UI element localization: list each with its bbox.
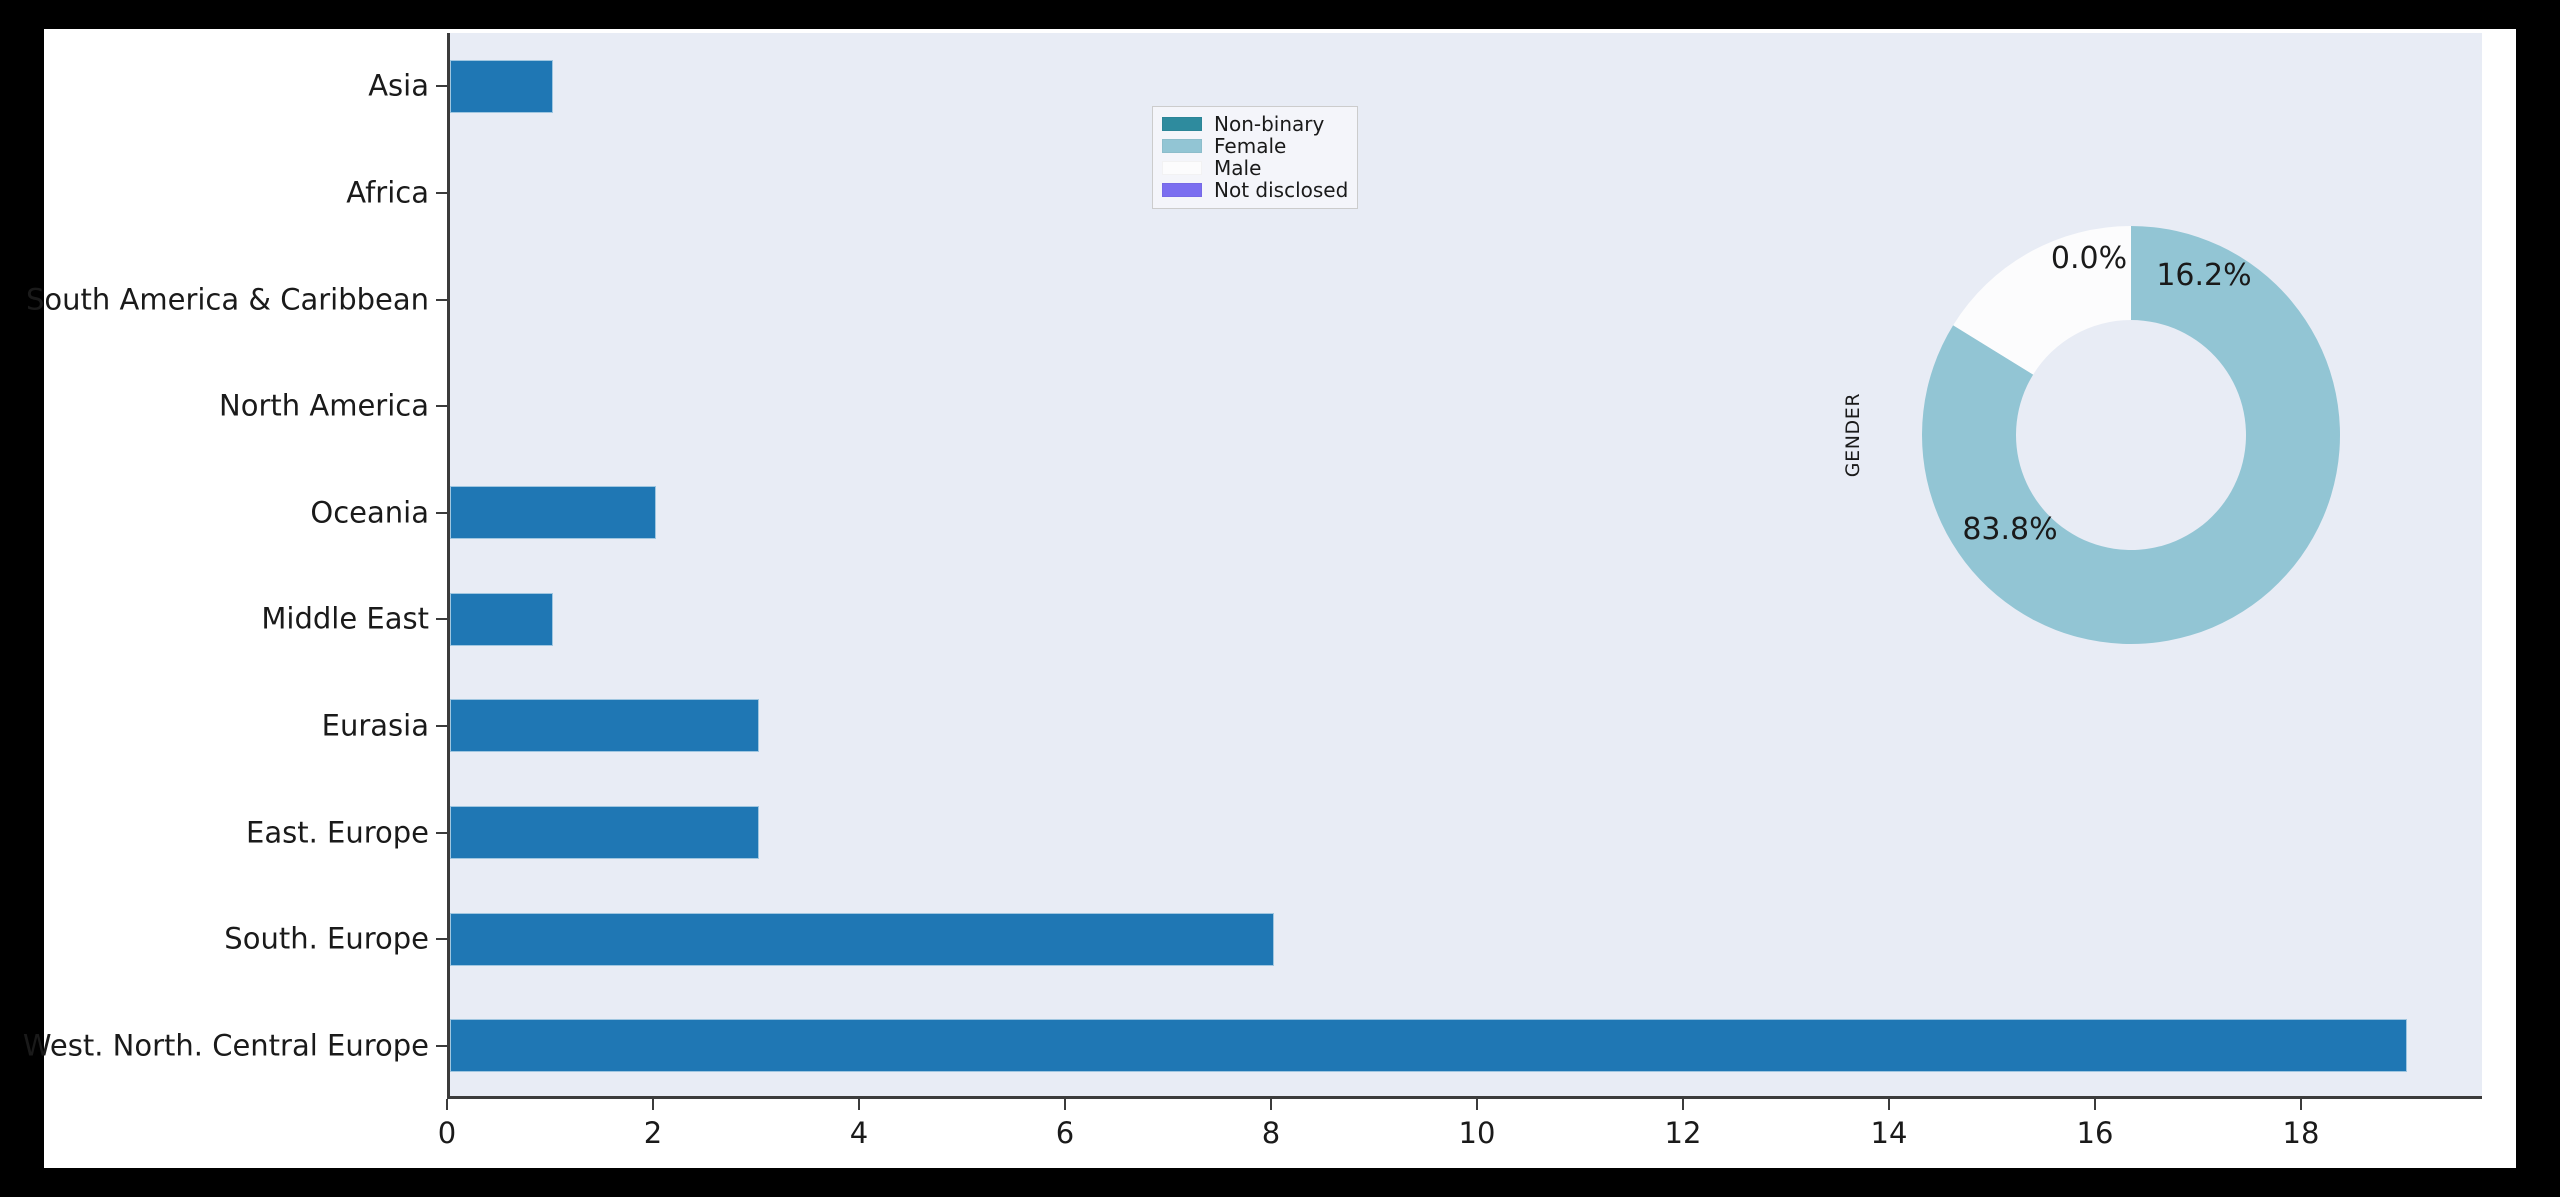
legend-color-swatch — [1162, 139, 1202, 153]
x-axis-tick-label: 0 — [437, 1116, 457, 1150]
x-axis-tick-label: 2 — [643, 1116, 663, 1150]
bar — [450, 699, 759, 753]
y-axis-tick-label: South. Europe — [224, 921, 429, 956]
x-axis-tick-mark — [1682, 1099, 1684, 1110]
bar — [450, 1019, 2407, 1073]
bar — [450, 592, 553, 646]
y-axis-tick-label: Oceania — [310, 495, 429, 530]
x-axis-tick-label: 8 — [1261, 1116, 1281, 1150]
x-axis-tick-mark — [446, 1099, 448, 1110]
bar — [450, 806, 759, 859]
legend-row: Male — [1162, 157, 1348, 179]
y-axis-tick-mark — [436, 831, 447, 834]
x-axis-tick-mark — [1888, 1099, 1890, 1110]
donut-slice — [1922, 226, 2340, 645]
y-axis-tick-label: South America & Caribbean — [26, 282, 429, 316]
legend-label: Not disclosed — [1214, 178, 1349, 202]
y-axis-tick-label: Eurasia — [321, 708, 429, 743]
y-axis-tick-label: Asia — [368, 68, 429, 103]
x-axis-tick-label: 16 — [2076, 1116, 2114, 1150]
y-axis-tick-label: Africa — [346, 175, 429, 210]
x-axis-tick-label: 12 — [1664, 1116, 1702, 1150]
legend-row: Non-binary — [1162, 113, 1348, 135]
y-axis-tick-mark — [436, 618, 447, 621]
donut-slice-percentage: 16.2% — [2156, 258, 2252, 293]
x-axis-tick-label: 14 — [1870, 1116, 1908, 1150]
donut-slice-percentage: 0.0% — [2050, 241, 2128, 276]
bar — [450, 486, 656, 540]
y-axis-tick-mark — [436, 724, 447, 727]
donut-slice-percentage: 83.8% — [1962, 512, 2058, 547]
y-axis-tick-mark — [436, 1044, 447, 1047]
y-axis-tick-mark — [436, 85, 447, 88]
y-axis-tick-mark — [436, 938, 447, 941]
x-axis-tick-label: 4 — [849, 1116, 869, 1150]
bar — [450, 912, 1274, 966]
donut-axis-label: GENDER — [1842, 392, 1864, 478]
matplotlib-figure: Asia Africa South America & Caribbean North… — [23, 29, 2516, 1168]
x-axis-tick-label: 10 — [1458, 1116, 1496, 1150]
y-axis-tick-label: Middle East — [261, 601, 429, 636]
y-axis-tick-mark — [436, 298, 447, 301]
legend-label: Male — [1214, 156, 1262, 180]
y-axis-tick-mark — [436, 191, 447, 194]
x-axis-tick-mark — [652, 1099, 654, 1110]
donut-legend: Non-binary Female Male Not disclosed — [1152, 106, 1359, 209]
y-axis-tick-label: East. Europe — [246, 815, 429, 849]
legend-color-swatch — [1162, 117, 1202, 131]
y-axis-tick-label: West. North. Central Europe — [22, 1028, 429, 1063]
x-axis-tick-mark — [858, 1099, 860, 1110]
x-axis-tick-mark — [1476, 1099, 1478, 1110]
x-axis-tick-mark — [2094, 1099, 2096, 1110]
legend-label: Non-binary — [1214, 112, 1325, 136]
donut-svg — [1922, 226, 2340, 645]
y-axis-tick-mark — [436, 511, 447, 514]
x-axis-tick-label: 18 — [2282, 1116, 2320, 1150]
x-axis-tick-label: 6 — [1055, 1116, 1075, 1150]
x-axis-tick-mark — [1064, 1099, 1066, 1110]
legend-color-swatch — [1162, 161, 1202, 175]
legend-row: Not disclosed — [1162, 179, 1348, 201]
y-axis-tick-mark — [436, 405, 447, 408]
y-axis-tick-label: North America — [219, 388, 429, 423]
legend-row: Female — [1162, 135, 1348, 157]
gender-donut-chart: 16.2% 83.8% 0.0% — [1877, 207, 2417, 677]
legend-label: Female — [1214, 134, 1287, 158]
legend-color-swatch — [1162, 183, 1202, 197]
x-axis-tick-mark — [2300, 1099, 2302, 1110]
x-axis-tick-mark — [1270, 1099, 1272, 1110]
donut-slice — [1953, 226, 2131, 375]
bar — [450, 59, 553, 113]
